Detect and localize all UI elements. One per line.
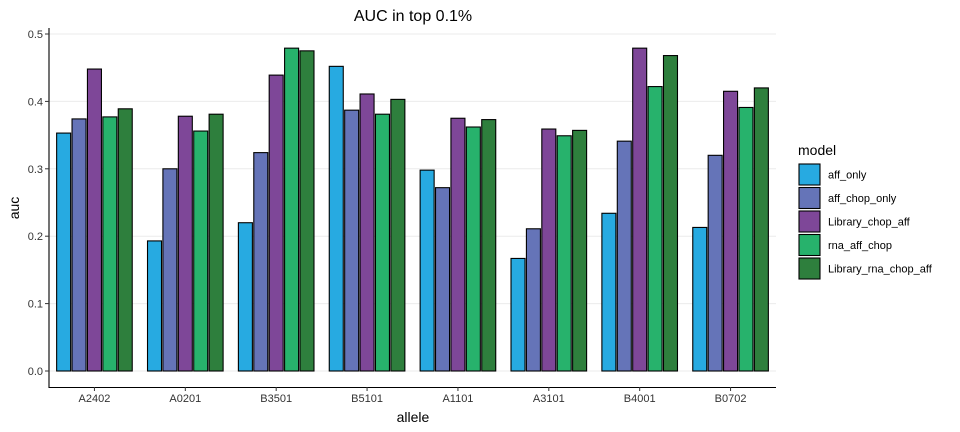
bar-A0201-rna_aff_chop	[193, 130, 209, 372]
x-axis-ticks: A2402 A0201 B3501 B5101 A1101 A3101 B4001 B0702	[79, 387, 747, 405]
chart-title: AUC in top 0.1%	[354, 8, 472, 25]
bar-B4001-aff_only	[601, 212, 617, 372]
bar-A3101-Library_chop_aff	[541, 128, 557, 372]
bar-A2402-rna_aff_chop	[102, 116, 118, 372]
x-tick-label: A0201	[169, 393, 201, 405]
bar-B4001-Library_chop_aff	[632, 47, 648, 372]
y-tick-label: 0.4	[28, 96, 43, 108]
bar-B0702-aff_chop_only	[707, 154, 723, 372]
bar-group-A1101	[419, 117, 497, 372]
bar-group-B0702	[692, 87, 769, 372]
bar-group-A3101	[510, 128, 588, 372]
bar-B3501-Library_chop_aff	[268, 74, 284, 372]
y-axis-title: auc	[6, 197, 22, 220]
bar-group-A2402	[56, 68, 133, 372]
bar-A0201-Library_chop_aff	[177, 115, 193, 372]
bar-B5101-Library_chop_aff	[359, 93, 375, 372]
bar-A2402-Library_chop_aff	[86, 68, 102, 372]
x-tick-label: A3101	[533, 393, 565, 405]
bar-B0702-Library_rna_chop_aff	[753, 87, 769, 372]
bar-B5101-rna_aff_chop	[374, 113, 391, 372]
bar-group-B5101	[328, 65, 406, 372]
legend: model aff_only aff_chop_only Library_chop_…	[798, 142, 933, 280]
bar-group-B3501	[237, 47, 315, 372]
bar-B0702-rna_aff_chop	[738, 106, 754, 372]
legend-item-rna_aff_chop: rna_aff_chop	[798, 233, 892, 257]
legend-item-aff_only: aff_only	[798, 163, 867, 186]
bar-B3501-Library_rna_chop_aff	[299, 50, 315, 372]
bar-B4001-rna_aff_chop	[647, 86, 663, 372]
y-tick-label: 0.0	[28, 366, 43, 378]
bar-A3101-Library_rna_chop_aff	[572, 129, 588, 372]
y-tick-label: 0.3	[28, 164, 43, 176]
bar-A0201-aff_only	[146, 240, 163, 372]
legend-swatch	[798, 210, 821, 233]
legend-title: model	[798, 142, 836, 158]
bar-B3501-rna_aff_chop	[284, 47, 300, 372]
bars	[56, 47, 769, 372]
y-axis-ticks: 0.0 0.1 0.2 0.3 0.4 0.5	[28, 29, 49, 378]
bar-B0702-aff_only	[692, 226, 708, 372]
bar-A2402-aff_only	[56, 132, 72, 372]
legend-swatch	[798, 233, 821, 257]
bar-B3501-aff_chop_only	[253, 152, 269, 372]
x-tick-label: B4001	[624, 393, 656, 405]
bar-B5101-aff_chop_only	[344, 109, 360, 372]
y-tick-label: 0.1	[28, 299, 43, 311]
x-tick-label: A1101	[442, 393, 473, 405]
bar-A2402-Library_rna_chop_aff	[117, 108, 133, 372]
legend-label: aff_chop_only	[828, 193, 897, 205]
bar-A3101-rna_aff_chop	[556, 135, 572, 372]
y-tick-label: 0.5	[28, 29, 43, 41]
bar-group-A0201	[146, 113, 224, 372]
x-tick-label: B0702	[715, 393, 747, 405]
bar-B4001-aff_chop_only	[616, 140, 632, 372]
legend-swatch	[798, 186, 821, 210]
x-tick-label: B3501	[260, 393, 292, 405]
legend-label: rna_aff_chop	[828, 240, 892, 252]
bar-B4001-Library_rna_chop_aff	[662, 55, 679, 372]
bar-A1101-aff_only	[419, 169, 435, 372]
legend-items: aff_only aff_chop_only Library_chop_affrna…	[798, 163, 933, 280]
bar-A1101-Library_rna_chop_aff	[481, 119, 497, 372]
legend-swatch	[798, 257, 821, 280]
legend-label: Library_rna_chop_aff	[828, 264, 933, 276]
bar-A3101-aff_chop_only	[525, 228, 541, 372]
bar-B3501-aff_only	[237, 222, 253, 372]
bar-A0201-Library_rna_chop_aff	[208, 113, 224, 372]
legend-item-Library_chop_aff: Library_chop_aff	[798, 210, 911, 233]
legend-item-aff_chop_only: aff_chop_only	[798, 186, 897, 210]
bar-A1101-aff_chop_only	[434, 187, 451, 372]
bar-B5101-Library_rna_chop_aff	[390, 98, 406, 372]
bar-A2402-aff_chop_only	[71, 118, 87, 372]
legend-label: aff_only	[828, 170, 867, 182]
legend-label: Library_chop_aff	[828, 217, 911, 229]
bar-A0201-aff_chop_only	[162, 168, 178, 372]
legend-item-Library_rna_chop_aff: Library_rna_chop_aff	[798, 257, 933, 280]
bar-B0702-Library_chop_aff	[723, 90, 739, 372]
bar-group-B4001	[601, 47, 679, 372]
bar-A1101-Library_chop_aff	[450, 117, 466, 372]
x-tick-label: A2402	[79, 393, 111, 405]
y-tick-label: 0.2	[28, 231, 43, 243]
bar-A1101-rna_aff_chop	[465, 126, 481, 372]
bar-B5101-aff_only	[328, 65, 344, 372]
bar-A3101-aff_only	[510, 257, 526, 372]
x-tick-label: B5101	[351, 393, 383, 405]
x-axis-title: allele	[397, 409, 430, 425]
legend-swatch	[798, 163, 821, 186]
